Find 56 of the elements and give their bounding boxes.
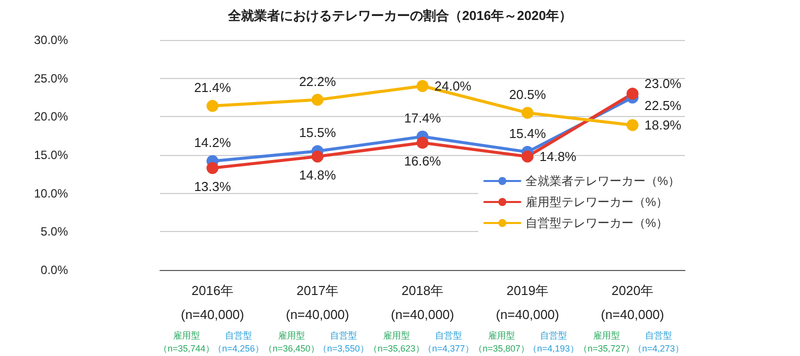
data-label: 18.9% [644, 118, 682, 133]
data-label: 14.8% [299, 168, 336, 183]
y-tick-label: 25.0% [34, 71, 68, 86]
data-label: 20.5% [509, 86, 546, 102]
point [416, 80, 428, 92]
text: 自営型（n=4,377） [423, 330, 474, 354]
legend-label: 全就業者テレワーカー（%） [525, 174, 680, 188]
text: 雇用型（n=36,450） [264, 330, 320, 354]
text: 雇用型（n=35,744） [158, 330, 214, 354]
text: (n=40,000) [286, 307, 350, 322]
data-label: 17.4% [404, 110, 442, 126]
point [522, 150, 534, 163]
text: (n=40,000) [390, 307, 454, 322]
data-label: 14.8% [540, 149, 577, 164]
data-label: 15.5% [299, 125, 336, 140]
text: 雇用型（n=35,727） [578, 330, 634, 354]
text: 自営型（n=4,273） [633, 330, 684, 354]
legend-label: 雇用型テレワーカー（%） [525, 195, 668, 209]
point [626, 119, 638, 132]
x-tick-label: 2019年 [506, 283, 548, 298]
point [206, 100, 218, 112]
y-tick-label: 15.0% [34, 148, 68, 162]
y-tick-label: 5.0% [40, 224, 68, 239]
data-label: 22.5% [644, 98, 682, 113]
text: (n=40,000) [496, 307, 560, 322]
data-label: 21.4% [194, 80, 232, 95]
data-label: 14.2% [194, 135, 232, 150]
text: (n=40,000) [180, 307, 244, 322]
text: 自営型（n=4,256） [213, 330, 264, 354]
x-tick-label: 2016年 [192, 283, 234, 298]
y-tick-label: 20.0% [34, 110, 68, 124]
text: 自営型（n=4,193） [528, 330, 579, 354]
y-tick-label: 10.0% [34, 186, 68, 200]
x-tick-label: 2018年 [402, 283, 444, 298]
data-label: 15.4% [509, 126, 546, 141]
data-label: 22.2% [299, 74, 336, 89]
point [522, 106, 534, 119]
point [312, 94, 324, 106]
text: 雇用型（n=35,807） [474, 330, 530, 354]
x-tick-label: 2020年 [612, 283, 654, 298]
point [626, 88, 638, 100]
chart-title: 全就業者におけるテレワーカーの割合（2016年～2020年） [227, 8, 572, 23]
text: (n=40,000) [600, 307, 664, 322]
point [312, 150, 324, 163]
x-tick-label: 2017年 [296, 283, 338, 298]
y-tick-label: 30.0% [34, 33, 68, 47]
data-label: 23.0% [644, 76, 682, 92]
y-tick-label: 0.0% [40, 263, 68, 277]
text: 自営型（n=3,550） [318, 330, 369, 354]
point [416, 136, 428, 149]
legend-label: 自営型テレワーカー（%） [525, 216, 668, 230]
point [206, 162, 218, 174]
data-label: 16.6% [404, 154, 442, 169]
text: 雇用型（n=35,623） [368, 330, 424, 354]
data-label: 13.3% [194, 179, 232, 194]
data-label: 24.0% [434, 78, 472, 94]
